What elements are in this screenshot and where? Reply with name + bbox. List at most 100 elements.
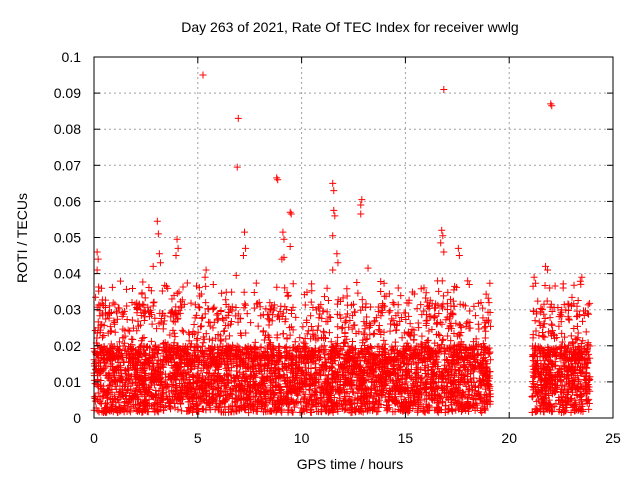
data-point xyxy=(300,338,308,346)
data-point xyxy=(167,309,175,317)
data-point xyxy=(259,328,267,336)
data-point xyxy=(420,408,428,416)
data-point xyxy=(194,328,202,336)
data-point xyxy=(361,325,369,333)
data-point xyxy=(401,353,409,361)
data-point xyxy=(455,366,463,374)
data-point xyxy=(103,311,111,319)
data-point xyxy=(210,303,218,311)
data-point xyxy=(256,303,264,311)
data-point xyxy=(548,321,556,329)
data-point xyxy=(340,406,348,414)
data-point xyxy=(274,357,282,365)
data-point xyxy=(144,389,152,397)
data-point xyxy=(293,398,301,406)
data-point xyxy=(351,321,359,329)
data-point xyxy=(401,351,409,359)
data-point xyxy=(303,316,311,324)
data-point xyxy=(579,317,587,325)
data-point xyxy=(355,364,363,372)
data-point xyxy=(358,296,366,304)
data-point xyxy=(161,402,169,410)
data-point xyxy=(308,287,316,295)
data-point xyxy=(104,385,112,393)
data-point xyxy=(252,279,260,287)
data-point xyxy=(470,374,478,382)
data-points xyxy=(90,71,594,417)
data-point xyxy=(394,284,402,292)
data-point xyxy=(161,339,169,347)
data-point xyxy=(156,382,164,390)
data-point xyxy=(250,289,258,297)
data-point xyxy=(257,404,265,412)
data-point xyxy=(189,408,197,416)
data-point xyxy=(548,320,556,328)
data-point xyxy=(462,322,470,330)
data-point xyxy=(168,381,176,389)
data-point xyxy=(159,325,167,333)
data-point xyxy=(377,331,385,339)
data-point xyxy=(182,387,190,395)
data-point xyxy=(257,343,265,351)
data-point xyxy=(441,402,449,410)
data-point xyxy=(444,382,452,390)
data-point xyxy=(307,298,315,306)
data-point xyxy=(115,388,123,396)
data-point xyxy=(158,287,166,295)
data-point xyxy=(386,307,394,315)
data-point xyxy=(173,342,181,350)
data-point xyxy=(429,385,437,393)
data-point xyxy=(112,402,120,410)
data-point xyxy=(338,323,346,331)
data-point xyxy=(202,299,210,307)
data-point xyxy=(470,392,478,400)
data-point xyxy=(282,343,290,351)
data-point xyxy=(323,284,331,292)
data-point xyxy=(222,335,230,343)
data-point xyxy=(172,387,180,395)
data-point xyxy=(173,384,181,392)
data-point xyxy=(200,385,208,393)
data-point xyxy=(154,350,162,358)
data-point xyxy=(294,344,302,352)
data-point xyxy=(449,297,457,305)
data-point xyxy=(354,289,362,297)
data-point xyxy=(166,370,174,378)
data-point xyxy=(95,287,103,295)
data-point xyxy=(327,314,335,322)
data-point xyxy=(134,371,142,379)
data-point xyxy=(91,365,99,373)
data-point xyxy=(278,313,286,321)
data-point xyxy=(268,345,276,353)
data-point xyxy=(303,288,311,296)
data-point xyxy=(180,381,188,389)
data-point xyxy=(123,315,131,323)
data-point xyxy=(388,315,396,323)
data-point xyxy=(129,285,137,293)
data-point xyxy=(434,330,442,338)
data-point xyxy=(286,324,294,332)
data-point xyxy=(308,400,316,408)
data-point xyxy=(257,352,265,360)
data-point xyxy=(339,400,347,408)
data-point xyxy=(214,383,222,391)
data-point xyxy=(215,345,223,353)
data-point xyxy=(137,321,145,329)
data-point xyxy=(371,317,379,325)
data-point xyxy=(424,337,432,345)
data-point xyxy=(273,334,281,342)
data-point xyxy=(148,359,156,367)
data-point xyxy=(227,390,235,398)
data-point xyxy=(474,320,482,328)
data-point xyxy=(270,306,278,314)
data-point xyxy=(322,318,330,326)
data-point xyxy=(211,405,219,413)
data-point xyxy=(266,316,274,324)
data-point xyxy=(186,366,194,374)
data-point xyxy=(456,387,464,395)
data-point xyxy=(307,408,315,416)
data-point xyxy=(327,382,335,390)
data-point xyxy=(456,300,464,308)
data-point xyxy=(176,360,184,368)
data-point xyxy=(370,318,378,326)
